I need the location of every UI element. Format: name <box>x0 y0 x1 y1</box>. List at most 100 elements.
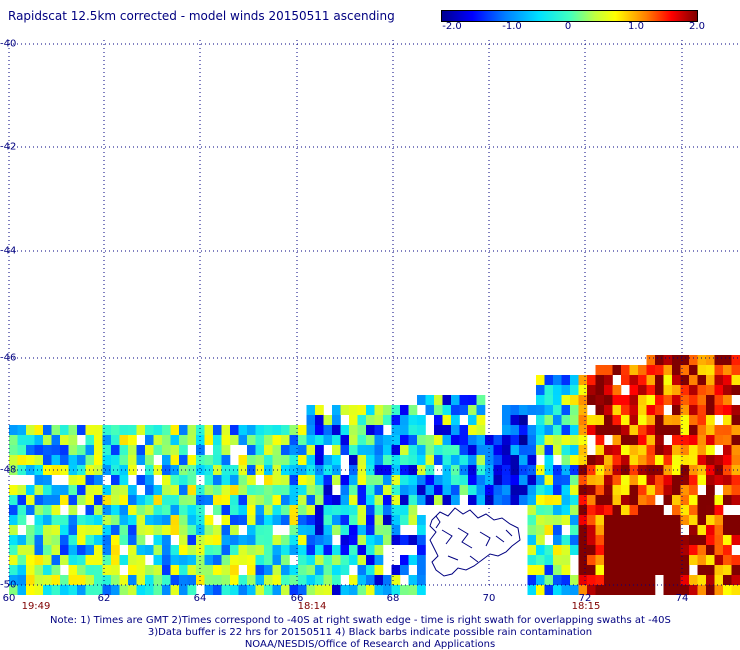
wind-cell <box>170 425 180 435</box>
wind-cell <box>255 555 265 565</box>
wind-cell <box>204 475 214 485</box>
wind-cell <box>638 465 647 475</box>
wind-cell <box>298 565 307 575</box>
wind-cell <box>332 475 341 485</box>
wind-cell <box>9 435 18 445</box>
wind-cell <box>111 455 120 465</box>
wind-cell <box>578 415 588 425</box>
wind-cell <box>604 565 613 575</box>
wind-cell <box>595 435 605 445</box>
wind-cell <box>34 505 44 515</box>
wind-cell <box>111 505 120 515</box>
wind-cell <box>9 525 18 535</box>
wind-cell <box>111 465 120 475</box>
wind-cell <box>706 565 715 575</box>
wind-cell <box>604 495 613 505</box>
wind-cell <box>383 435 392 445</box>
wind-cell <box>43 465 52 475</box>
wind-cell <box>374 535 384 545</box>
wind-cell <box>655 365 664 375</box>
wind-cell <box>145 435 154 445</box>
wind-cell <box>544 565 554 575</box>
wind-cell <box>323 565 333 575</box>
wind-cell <box>136 585 146 595</box>
wind-cell <box>238 585 248 595</box>
wind-cell <box>51 435 61 445</box>
wind-cell <box>706 585 715 595</box>
wind-cell <box>60 535 69 545</box>
wind-cell <box>187 455 197 465</box>
wind-cell <box>264 425 273 435</box>
wind-cell <box>731 555 740 565</box>
wind-cell <box>357 545 367 555</box>
wind-cell <box>230 545 239 555</box>
wind-cell <box>536 535 545 545</box>
wind-cell <box>68 485 78 495</box>
wind-cell <box>77 555 86 565</box>
wind-cell <box>366 455 375 465</box>
wind-cell <box>281 495 290 505</box>
wind-cell <box>731 445 740 455</box>
wind-cell <box>527 485 537 495</box>
wind-cell <box>68 555 78 565</box>
wind-cell <box>145 545 154 555</box>
wind-cell <box>349 415 358 425</box>
wind-cell <box>697 555 707 565</box>
wind-cell <box>544 505 554 515</box>
wind-cell <box>468 415 477 425</box>
wind-cell <box>519 405 528 415</box>
wind-cell <box>60 555 69 565</box>
wind-cell <box>315 435 324 445</box>
wind-cell <box>315 525 324 535</box>
wind-cell <box>374 415 384 425</box>
wind-cell <box>510 485 520 495</box>
wind-cell <box>663 535 673 545</box>
wind-cell <box>221 455 231 465</box>
wind-cell <box>578 495 588 505</box>
wind-cell <box>697 425 707 435</box>
wind-cell <box>714 535 724 545</box>
wind-cell <box>94 565 103 575</box>
wind-cell <box>570 485 579 495</box>
wind-cell <box>612 445 622 455</box>
wind-cell <box>604 395 613 405</box>
wind-cell <box>689 535 698 545</box>
wind-cell <box>77 515 86 525</box>
wind-cell <box>612 525 622 535</box>
wind-cell <box>629 485 639 495</box>
wind-cell <box>77 455 86 465</box>
wind-cell <box>196 465 205 475</box>
wind-cell <box>527 535 537 545</box>
wind-cell <box>578 445 588 455</box>
wind-cell <box>272 425 282 435</box>
wind-cell <box>553 395 562 405</box>
wind-cell <box>561 555 571 565</box>
wind-cell <box>723 365 732 375</box>
wind-cell <box>672 565 681 575</box>
wind-cell <box>238 475 248 485</box>
wind-cell <box>536 375 545 385</box>
wind-cell <box>408 465 418 475</box>
wind-cell <box>451 465 460 475</box>
wind-cell <box>655 455 664 465</box>
wind-cell <box>714 365 724 375</box>
wind-cell <box>332 445 341 455</box>
wind-cell <box>544 515 554 525</box>
wind-cell <box>247 525 256 535</box>
wind-cell <box>26 505 35 515</box>
wind-cell <box>655 475 664 485</box>
wind-cell <box>264 485 273 495</box>
wind-cell <box>553 525 562 535</box>
wind-cell <box>544 455 554 465</box>
wind-cell <box>417 435 426 445</box>
wind-cell <box>255 465 265 475</box>
wind-cell <box>357 555 367 565</box>
wind-cell <box>468 405 477 415</box>
wind-cell <box>578 515 588 525</box>
wind-cell <box>612 535 622 545</box>
wind-cell <box>544 415 554 425</box>
wind-cell <box>612 465 622 475</box>
lon-label-62: 62 <box>97 593 111 604</box>
wind-cell <box>238 555 248 565</box>
wind-cell <box>272 465 282 475</box>
